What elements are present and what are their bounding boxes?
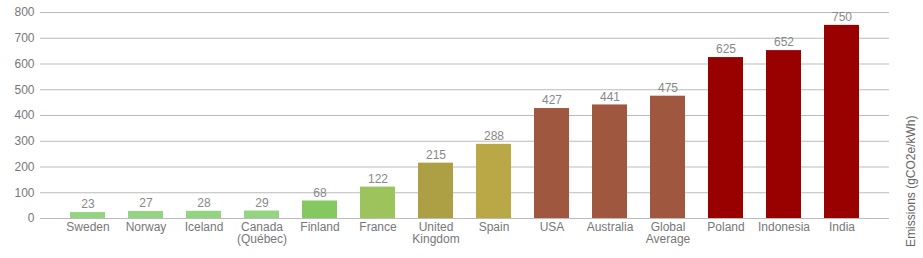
svg-text:427: 427: [542, 93, 562, 107]
svg-text:475: 475: [658, 81, 678, 95]
svg-text:652: 652: [774, 35, 794, 49]
svg-text:625: 625: [716, 42, 736, 56]
svg-text:Spain: Spain: [479, 220, 510, 234]
svg-text:750: 750: [832, 10, 852, 24]
svg-text:France: France: [359, 220, 397, 234]
svg-text:USA: USA: [540, 220, 565, 234]
svg-text:800: 800: [14, 5, 34, 19]
svg-text:Iceland: Iceland: [185, 220, 224, 234]
svg-text:Canada(Québec): Canada(Québec): [237, 220, 287, 246]
svg-text:700: 700: [14, 31, 34, 45]
svg-text:India: India: [829, 220, 855, 234]
svg-text:500: 500: [14, 83, 34, 97]
svg-text:441: 441: [600, 90, 620, 104]
svg-text:215: 215: [426, 148, 446, 162]
svg-text:UnitedKingdom: UnitedKingdom: [412, 220, 459, 246]
svg-text:Indonesia: Indonesia: [758, 220, 810, 234]
svg-text:Sweden: Sweden: [66, 220, 109, 234]
svg-text:68: 68: [313, 186, 327, 200]
svg-text:27: 27: [139, 196, 153, 210]
svg-text:29: 29: [255, 196, 269, 210]
svg-text:23: 23: [81, 197, 95, 211]
svg-text:200: 200: [14, 160, 34, 174]
svg-text:Finland: Finland: [300, 220, 339, 234]
svg-text:GlobalAverage: GlobalAverage: [646, 220, 691, 246]
svg-text:Norway: Norway: [126, 220, 167, 234]
svg-text:100: 100: [14, 186, 34, 200]
svg-text:122: 122: [368, 172, 388, 186]
svg-text:600: 600: [14, 57, 34, 71]
svg-text:288: 288: [484, 129, 504, 143]
svg-text:400: 400: [14, 108, 34, 122]
svg-text:28: 28: [197, 196, 211, 210]
svg-text:0: 0: [28, 211, 35, 225]
svg-text:Australia: Australia: [587, 220, 634, 234]
svg-text:300: 300: [14, 134, 34, 148]
svg-text:Poland: Poland: [707, 220, 744, 234]
svg-text:Emissions (gCO2e/kWh): Emissions (gCO2e/kWh): [904, 116, 918, 247]
